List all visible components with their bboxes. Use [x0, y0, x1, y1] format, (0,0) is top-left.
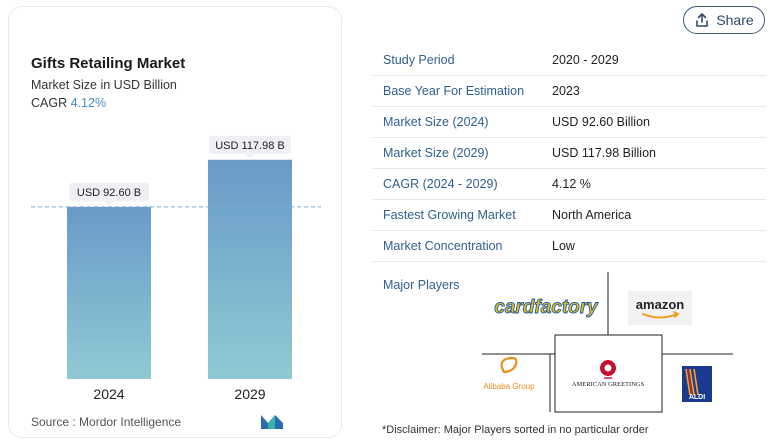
data-label-pointer-2024: [104, 200, 114, 206]
data-label-2024: USD 92.60 B: [77, 187, 141, 199]
cagr-line: CAGR 4.12%: [31, 96, 106, 110]
stat-value: USD 117.98 Billion: [552, 146, 656, 160]
stat-label: Base Year For Estimation: [383, 84, 525, 98]
stat-row-study-period: Study Period 2020 - 2029: [372, 45, 766, 76]
bar-2024: [67, 206, 151, 379]
american-greetings-logo: AMERICAN GREETINGS: [572, 360, 645, 388]
stat-label: Study Period: [383, 53, 455, 67]
svg-text:amazon: amazon: [636, 297, 684, 312]
bar-2029: [208, 159, 292, 379]
source-note: Source : Mordor Intelligence: [31, 415, 182, 429]
disclaimer-note: *Disclaimer: Major Players sorted in no …: [382, 424, 649, 436]
stat-label: Fastest Growing Market: [383, 208, 516, 222]
stat-value: USD 92.60 Billion: [552, 115, 650, 129]
data-label-pointer-2029: [245, 153, 255, 159]
aldi-logo: ALDI: [682, 366, 712, 402]
cardfactory-logo: cardfactory: [492, 293, 600, 319]
stat-value: 2020 - 2029: [552, 53, 619, 67]
cagr-label: CAGR: [31, 96, 68, 110]
stat-row-fastest-growing: Fastest Growing Market North America: [372, 200, 766, 231]
data-label-2029: USD 117.98 B: [215, 140, 285, 152]
data-label-box-2029: [209, 135, 291, 154]
bar-chart: 2024 USD 92.60 B 2029 USD 117.98 B: [31, 135, 321, 402]
share-label: Share: [716, 12, 754, 28]
market-summary-card: Gifts Retailing Market Market Size in US…: [8, 6, 342, 438]
market-stats-table: Study Period 2020 - 2029 Base Year For E…: [372, 45, 766, 262]
svg-text:cardfactory: cardfactory: [494, 297, 599, 318]
stat-value: 2023: [552, 84, 580, 98]
major-players-grid: cardfactory amazon Alibaba Group AMERICA…: [482, 272, 733, 413]
chart-title: Gifts Retailing Market: [31, 55, 186, 72]
svg-text:AMERICAN GREETINGS: AMERICAN GREETINGS: [572, 381, 645, 388]
stat-label: Market Size (2029): [383, 146, 489, 160]
chart-subtitle: Market Size in USD Billion: [31, 78, 177, 92]
stat-value: 4.12 %: [552, 177, 591, 191]
stat-value: North America: [552, 208, 632, 222]
share-button[interactable]: Share: [683, 6, 765, 34]
share-icon: [696, 13, 709, 27]
stat-row-market-size-2029: Market Size (2029) USD 117.98 Billion: [372, 138, 766, 169]
stat-label: Market Concentration: [383, 239, 503, 253]
cagr-value: 4.12%: [70, 96, 107, 110]
data-label-box-2024: [69, 182, 149, 201]
stat-row-market-size-2024: Market Size (2024) USD 92.60 Billion: [372, 107, 766, 138]
svg-text:Alibaba Group: Alibaba Group: [483, 382, 535, 391]
stat-row-cagr: CAGR (2024 - 2029) 4.12 %: [372, 169, 766, 200]
stat-label: Market Size (2024): [383, 115, 489, 129]
x-tick-label-2024: 2024: [93, 386, 124, 402]
amazon-logo: amazon: [628, 291, 692, 325]
mordor-intelligence-logo: [261, 415, 283, 429]
svg-text:ALDI: ALDI: [689, 394, 705, 401]
stat-value: Low: [552, 239, 575, 253]
alibaba-logo: Alibaba Group: [483, 356, 535, 391]
stat-row-base-year: Base Year For Estimation 2023: [372, 76, 766, 107]
major-players-label: Major Players: [383, 278, 460, 292]
x-tick-label-2029: 2029: [234, 386, 265, 402]
stat-row-concentration: Market Concentration Low: [372, 231, 766, 262]
stat-label: CAGR (2024 - 2029): [383, 177, 498, 191]
